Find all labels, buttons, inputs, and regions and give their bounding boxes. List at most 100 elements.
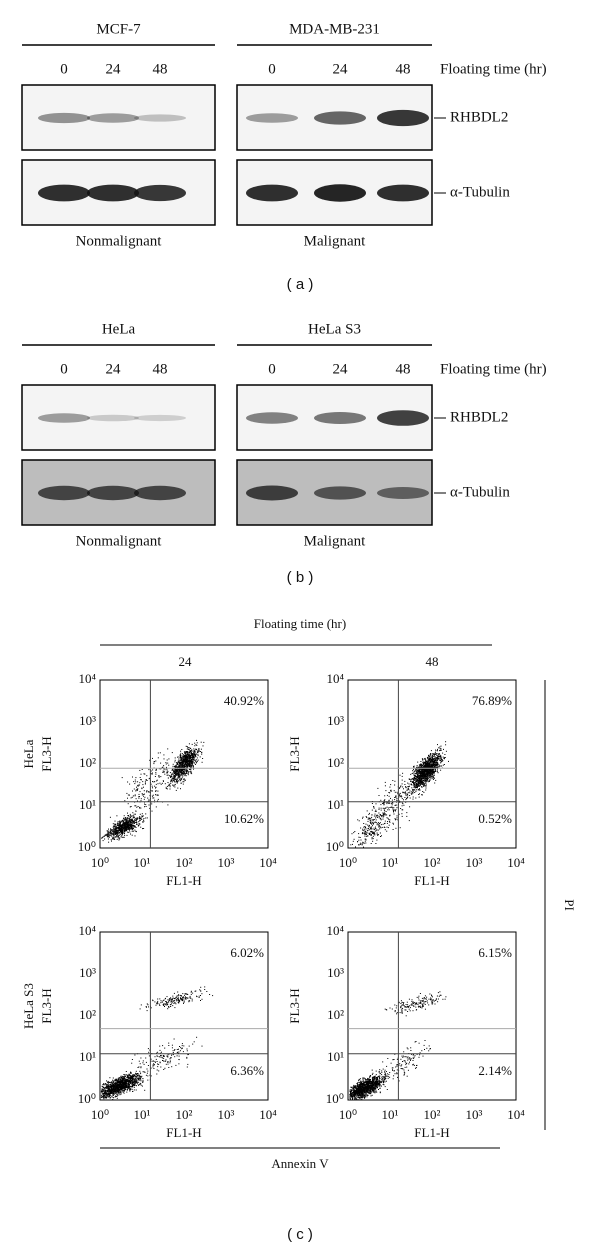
event-dot bbox=[414, 776, 416, 778]
event-dot bbox=[140, 1078, 142, 1080]
event-dot bbox=[126, 817, 128, 819]
event-dot bbox=[413, 769, 414, 771]
event-dot bbox=[193, 757, 195, 759]
event-dot bbox=[374, 821, 376, 823]
event-dot bbox=[417, 784, 419, 786]
event-dot bbox=[409, 778, 411, 780]
event-dot bbox=[135, 1079, 137, 1081]
event-dot bbox=[371, 809, 373, 811]
event-dot bbox=[138, 797, 140, 799]
event-dot bbox=[113, 1093, 115, 1095]
event-dot bbox=[137, 1077, 138, 1079]
event-dot bbox=[125, 821, 127, 823]
event-dot bbox=[415, 776, 416, 778]
event-dot bbox=[422, 769, 423, 770]
event-dot bbox=[437, 744, 438, 746]
event-dot bbox=[441, 759, 443, 761]
event-dot bbox=[103, 1096, 105, 1098]
event-dot bbox=[173, 778, 175, 780]
event-dot bbox=[179, 754, 181, 755]
event-dot bbox=[134, 819, 136, 821]
event-dot bbox=[156, 780, 158, 782]
event-dot bbox=[169, 1004, 171, 1005]
event-dot bbox=[104, 1092, 106, 1094]
event-dot bbox=[383, 809, 385, 811]
y-tick-label: 10⁰ bbox=[78, 839, 96, 854]
event-dot bbox=[165, 768, 167, 770]
event-dot bbox=[182, 773, 184, 774]
event-dot bbox=[123, 1085, 125, 1087]
event-dot bbox=[121, 1080, 123, 1082]
event-dot bbox=[106, 1084, 108, 1086]
event-dot bbox=[127, 794, 129, 796]
event-dot bbox=[184, 994, 185, 996]
event-dot bbox=[367, 817, 369, 819]
event-dot bbox=[194, 749, 196, 751]
event-dot bbox=[185, 775, 187, 777]
event-dot bbox=[117, 832, 119, 834]
event-dot bbox=[188, 743, 190, 745]
event-dot bbox=[180, 774, 182, 776]
event-dot bbox=[112, 1082, 114, 1084]
event-dot bbox=[426, 762, 428, 764]
event-dot bbox=[185, 757, 187, 759]
event-dot bbox=[433, 755, 435, 757]
event-dot bbox=[363, 830, 365, 832]
event-dot bbox=[170, 776, 172, 778]
event-dot bbox=[139, 1083, 141, 1085]
event-dot bbox=[181, 768, 183, 770]
event-dot bbox=[130, 823, 132, 825]
event-dot bbox=[372, 835, 374, 837]
event-dot bbox=[434, 772, 435, 774]
event-dot bbox=[108, 1087, 110, 1089]
event-dot bbox=[118, 1087, 120, 1088]
event-dot bbox=[419, 774, 421, 776]
event-dot bbox=[426, 760, 428, 762]
event-dot bbox=[424, 765, 425, 767]
event-dot bbox=[132, 815, 134, 817]
event-dot bbox=[106, 1092, 108, 1094]
event-dot bbox=[130, 821, 132, 822]
event-dot bbox=[144, 780, 146, 782]
event-dot bbox=[130, 797, 132, 799]
event-dot bbox=[440, 761, 442, 763]
event-dot bbox=[120, 1083, 122, 1085]
event-dot bbox=[419, 765, 421, 767]
event-dot bbox=[115, 1090, 117, 1092]
event-dot bbox=[179, 776, 181, 778]
event-dot bbox=[425, 779, 427, 781]
event-dot bbox=[380, 819, 382, 821]
event-dot bbox=[139, 777, 141, 778]
event-dot bbox=[123, 1077, 125, 1079]
event-dot bbox=[181, 776, 183, 778]
event-dot bbox=[384, 785, 386, 787]
event-dot bbox=[116, 815, 118, 817]
event-dot bbox=[162, 1000, 164, 1002]
event-dot bbox=[421, 780, 423, 782]
event-dot bbox=[153, 797, 155, 799]
event-dot bbox=[163, 765, 165, 767]
event-dot bbox=[100, 1091, 102, 1093]
event-dot bbox=[367, 828, 369, 829]
event-dot bbox=[419, 775, 421, 777]
event-dot bbox=[427, 756, 429, 758]
event-dot bbox=[148, 1006, 149, 1008]
event-dot bbox=[380, 799, 382, 801]
event-dot bbox=[182, 760, 184, 762]
event-dot bbox=[370, 827, 372, 829]
event-dot bbox=[440, 762, 442, 764]
event-dot bbox=[167, 1008, 169, 1010]
event-dot bbox=[127, 828, 129, 830]
event-dot bbox=[110, 1093, 111, 1095]
event-dot bbox=[194, 760, 196, 762]
event-dot bbox=[191, 754, 193, 756]
event-dot bbox=[382, 818, 384, 820]
event-dot bbox=[389, 807, 391, 808]
event-dot bbox=[373, 806, 375, 808]
condition: Malignant bbox=[304, 533, 366, 549]
event-dot bbox=[130, 1075, 132, 1076]
event-dot bbox=[362, 829, 364, 831]
event-dot bbox=[138, 816, 140, 818]
event-dot bbox=[111, 1090, 113, 1092]
event-dot bbox=[110, 1091, 112, 1093]
